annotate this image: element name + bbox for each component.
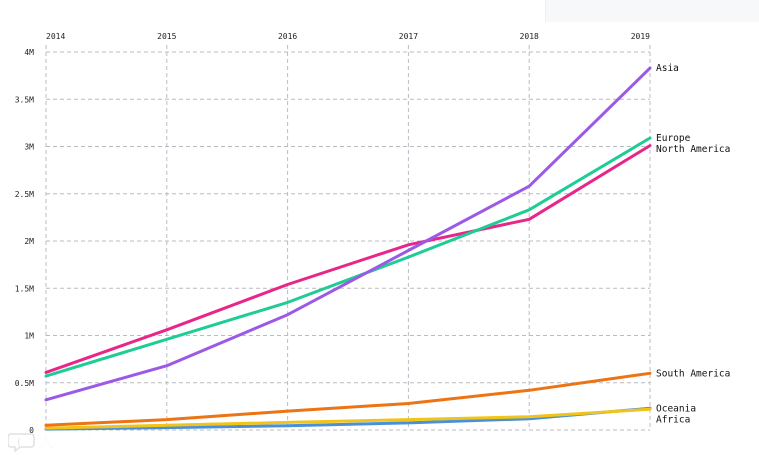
series-lines [44,66,652,431]
series-line-south-america [44,371,652,427]
x-tick-label: 2018 [520,32,539,41]
series-line-africa [44,407,652,430]
series-line-asia [44,66,652,402]
series-line-north-america [44,144,652,374]
grid [45,45,651,431]
x-tick-label: 2019 [631,32,650,41]
series-label-africa: Africa [656,414,690,425]
y-tick-label: 2M [24,237,34,246]
y-tick-label: 1M [24,332,34,341]
watermark: ( 大数跨境 [8,432,102,452]
chat-bubble-icon: ( [8,433,35,452]
watermark-text: 大数跨境 [38,432,102,451]
x-tick-label: 2015 [157,32,176,41]
x-tick-label: 2014 [46,32,65,41]
y-tick-label: 3M [24,143,34,152]
series-label-asia: Asia [656,63,679,74]
x-tick-label: 2017 [399,32,418,41]
series-label-north-america: North America [656,144,730,155]
series-label-europe: Europe [656,133,691,144]
y-tick-label: 0.5M [15,379,34,388]
y-axis-ticks: 0 0.5M 1M 1.5M 2M 2.5M 3M 3.5M 4M [15,48,34,435]
svg-text:(: ( [17,438,21,448]
series-line-europe [44,136,652,378]
x-tick-label: 2016 [278,32,297,41]
y-tick-label: 1.5M [15,284,34,293]
y-tick-label: 4M [24,48,34,57]
x-axis-ticks: 2014 2015 2016 2017 2018 2019 [46,32,650,41]
series-label-oceania: Oceania [656,403,696,414]
series-label-south-america: South America [656,368,730,379]
y-tick-label: 0 [29,426,34,435]
y-tick-label: 2.5M [15,190,34,199]
y-tick-label: 3.5M [15,95,34,104]
header-strip [545,0,759,22]
